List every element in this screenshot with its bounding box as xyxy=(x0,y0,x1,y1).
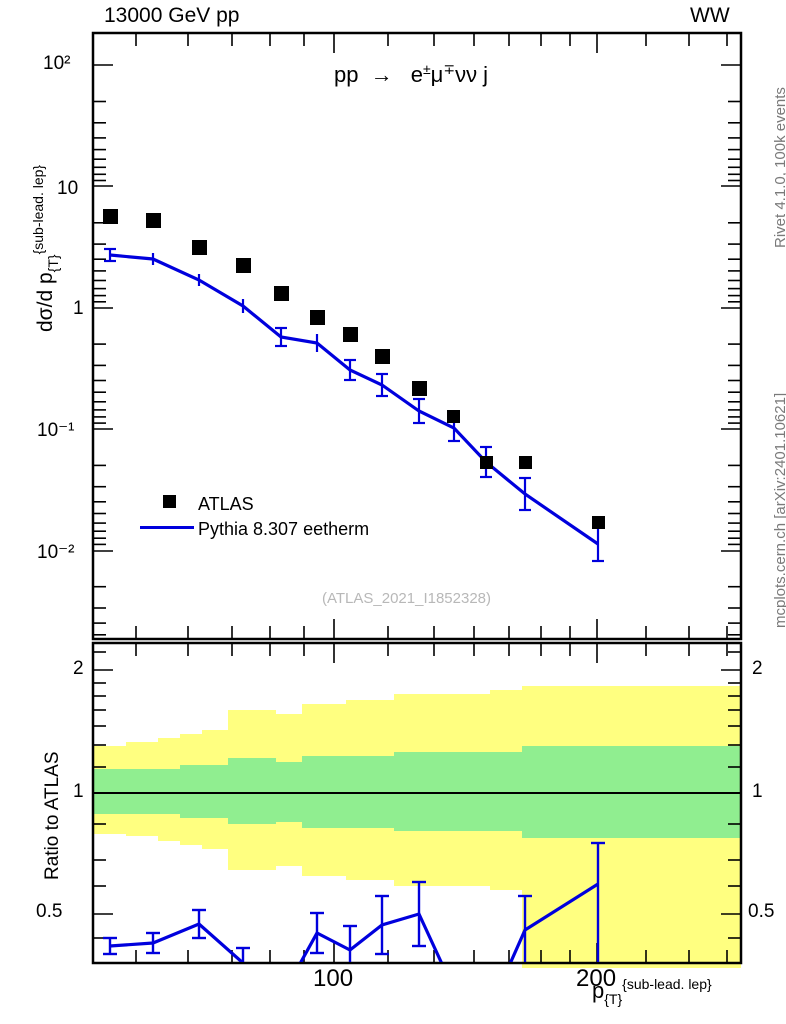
legend-item-pythia[interactable]: Pythia 8.307 eetherm xyxy=(140,516,369,542)
legend-item-atlas[interactable]: ATLAS xyxy=(140,492,369,516)
ratio-xticks xyxy=(135,643,728,963)
main-ytick-1e2: 10² xyxy=(43,53,71,74)
main-yticks-right xyxy=(721,64,741,636)
ratio-ytick-05: 0.5 xyxy=(36,901,63,922)
main-xticks xyxy=(135,33,728,639)
ratio-ylabel: Ratio to ATLAS xyxy=(42,751,63,881)
title-electron: e xyxy=(410,62,423,87)
xaxis-label-sup: {sub-lead. lep} xyxy=(622,976,712,992)
main-ylabel: dσ/d p{T}{sub-lead. lep} xyxy=(30,165,61,332)
main-plot-svg xyxy=(91,31,743,641)
legend-label-atlas: ATLAS xyxy=(198,493,254,514)
atlas-square-marker-icon xyxy=(140,495,198,513)
ratio-plot-frame xyxy=(91,641,743,965)
arrow-icon: → xyxy=(370,62,393,87)
title-neutrinos: νν xyxy=(455,62,478,87)
main-ytick-1em2: 10⁻² xyxy=(37,542,75,563)
header-right: WW xyxy=(690,4,730,27)
pythia-line-marker-icon xyxy=(140,520,198,538)
ratio-uncertainty-bands xyxy=(93,686,741,968)
ratio-ytick-1-right: 1 xyxy=(752,781,763,802)
xaxis-label-lead: p xyxy=(592,978,605,1003)
mc-ratio-curve xyxy=(103,841,605,962)
mcplots-source-label: mcplots.cern.ch [arXiv:2401.10621] xyxy=(772,392,786,628)
main-ylabel-lead: dσ/d p xyxy=(34,272,57,332)
main-ytick-1em1: 10⁻¹ xyxy=(37,420,75,441)
main-ylabel-sub: {T} xyxy=(45,254,61,273)
ratio-ytick-2-right: 2 xyxy=(752,658,763,679)
rivet-version-label: Rivet 4.1.0, 100k events xyxy=(772,87,786,248)
ratio-yticks xyxy=(93,651,741,939)
analysis-watermark: (ATLAS_2021_I1852328) xyxy=(322,590,492,607)
title-jet: j xyxy=(483,62,488,87)
main-ytick-10: 10 xyxy=(57,178,79,199)
main-yticks-left xyxy=(93,64,113,636)
main-plot-title: pp → e±μ∓νν j xyxy=(334,61,488,88)
ratio-ytick-2: 2 xyxy=(73,658,84,679)
xtick-label-100: 100 xyxy=(313,965,354,992)
legend-label-pythia: Pythia 8.307 eetherm xyxy=(198,518,370,539)
main-legend: ATLAS Pythia 8.307 eetherm xyxy=(140,492,369,542)
main-plot-frame xyxy=(91,31,743,641)
xaxis-label-sub: {T} xyxy=(604,991,623,1007)
title-muon: μ xyxy=(430,62,444,87)
ratio-ytick-1: 1 xyxy=(73,781,84,802)
ratio-plot-svg xyxy=(91,641,743,968)
main-ytick-1: 1 xyxy=(73,298,84,319)
title-muon-charge: ∓ xyxy=(443,61,456,77)
header-left: 13000 GeV pp xyxy=(104,4,240,27)
main-ylabel-sup: {sub-lead. lep} xyxy=(30,164,46,255)
title-electron-charge: ± xyxy=(422,61,431,77)
title-beam: pp xyxy=(334,62,359,87)
atlas-markers-main xyxy=(103,209,605,529)
xtick-label-200: 200 xyxy=(576,965,617,992)
ratio-ytick-05-right: 0.5 xyxy=(748,901,775,922)
xaxis-label: p{T}{sub-lead. lep} xyxy=(592,976,712,1007)
